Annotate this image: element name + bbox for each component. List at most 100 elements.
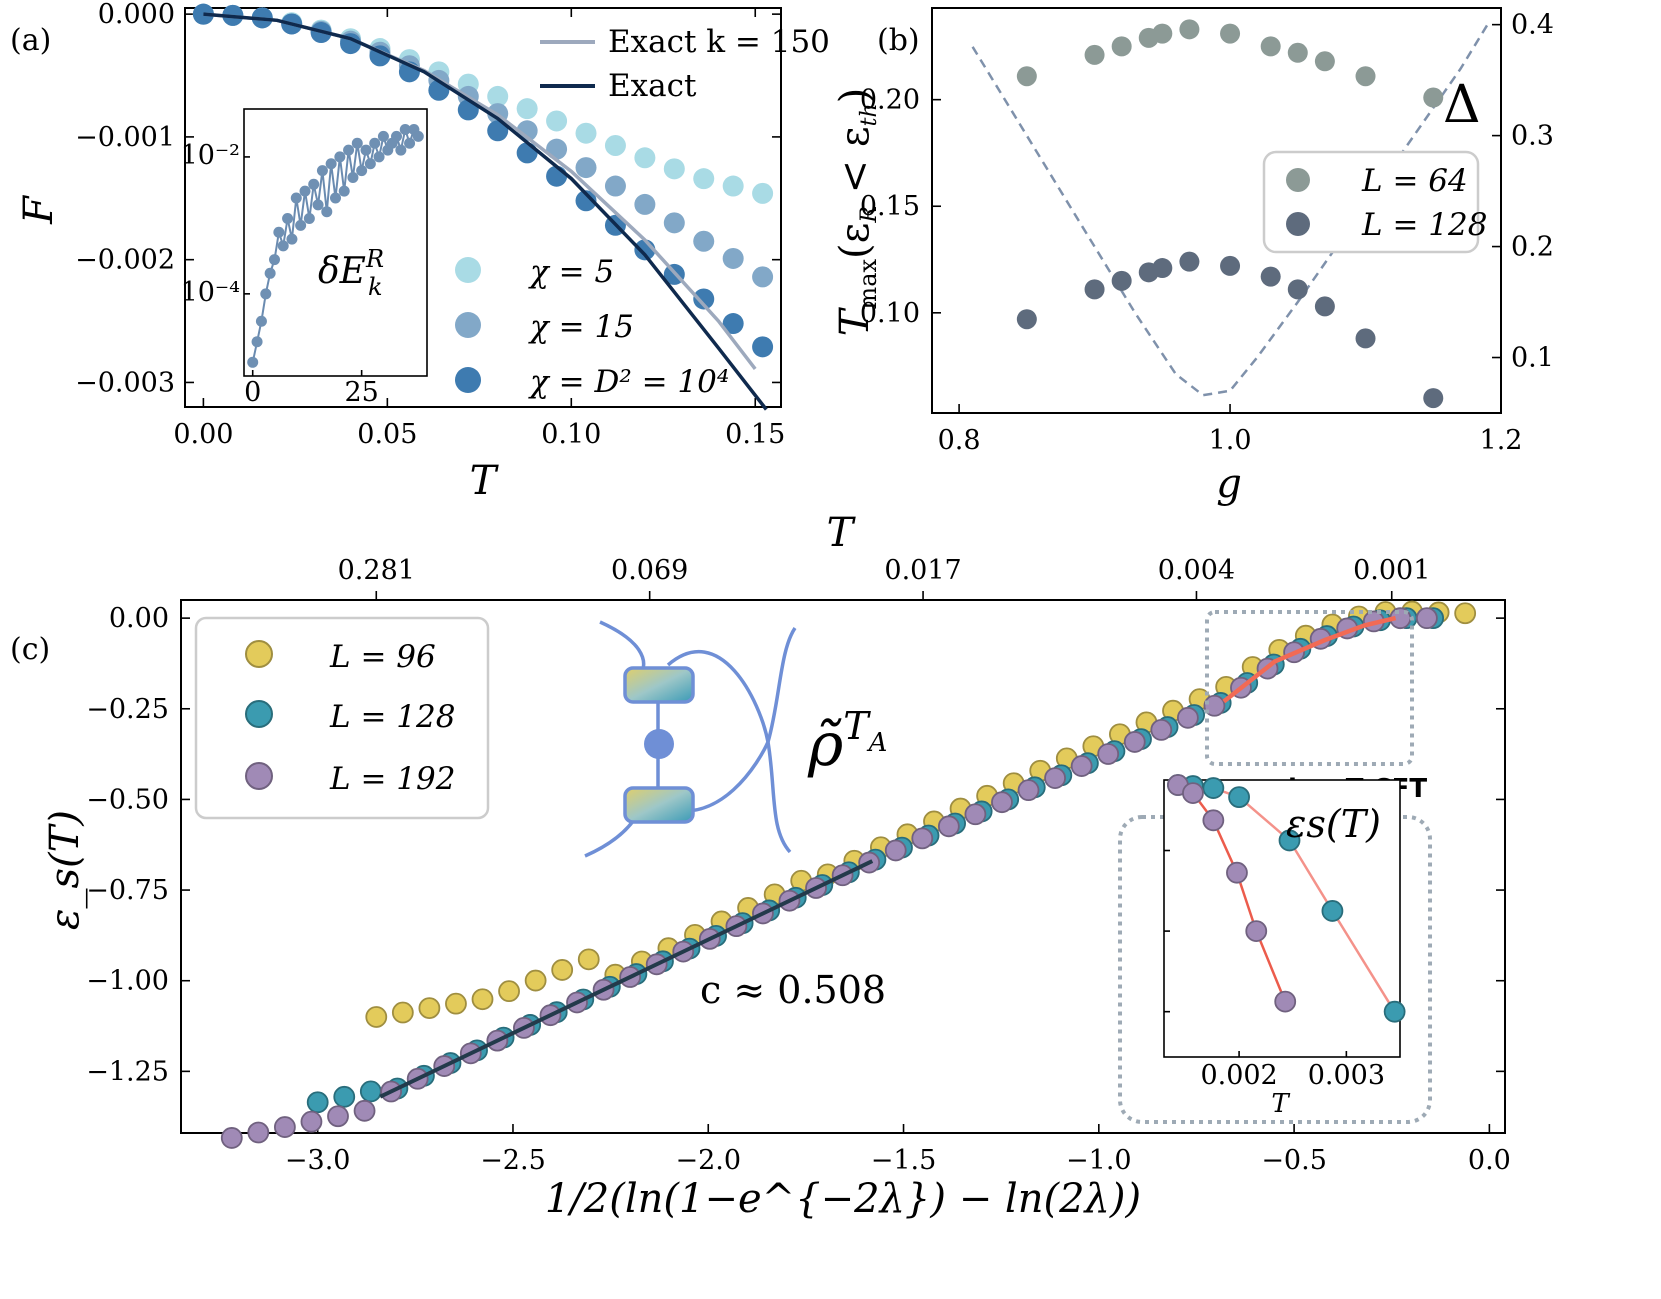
data-point-L = 128 [1220,255,1241,276]
legend-marker [455,257,481,283]
data-point-L = 96 [445,992,467,1015]
gap-label-delta: Δ [1443,75,1481,135]
y2-tick-label: 0.3 [1511,121,1554,152]
data-point-L = 192 [964,803,987,826]
data-point-L = 192 [300,1110,323,1133]
x-tick-label: −0.5 [1261,1145,1327,1176]
inset-data-point [247,356,259,368]
inset-x-axis-label: T [1271,1089,1290,1119]
data-point-L = 128 [1287,279,1308,300]
data-point-L = 192 [1070,755,1093,777]
inset-data-point [334,151,346,163]
data-point-χ = 5 [634,147,656,169]
data-point-L = 128 [1355,328,1376,349]
legend-marker [455,367,481,393]
diagram-leg [659,627,797,813]
y-axis-label: ε_s(T) [42,810,88,930]
x-axis-label: g [1216,461,1242,507]
y-tick-label: 0.00 [109,603,169,634]
data-point-L = 96 [391,1001,414,1024]
y-tick-label: −1.25 [86,1056,169,1087]
panel-a-free-energy-chart: 0.00 0.05 0.10 0.15 0.000 −0.001 −0.002 −0.003 T… [16,0,830,504]
y2-tick-label: 0.1 [1511,343,1554,374]
legend-label: L = 64 [1361,163,1468,199]
data-point-L = 128 [306,1091,329,1114]
x-axis-label: T [470,458,500,504]
data-point-L = 96 [418,997,441,1019]
legend-label: L = 192 [329,761,455,797]
inset-data-point [351,137,363,149]
inset-label: εs(T) [1286,802,1381,846]
inset-data-point [391,130,402,142]
data-point-L = 64 [1016,66,1037,87]
inset-y-tick-label: 10⁻² [181,140,240,171]
data-point-L = 64 [1423,87,1444,108]
data-point-L = 64 [1084,44,1105,65]
inset-data-point-L = 128 [1228,786,1250,809]
legend-box [1262,150,1480,254]
panel-c-frame [180,599,1506,1134]
data-point-L = 96 [471,988,494,1011]
data-point-L = 192 [1415,607,1438,630]
inset-frame [243,108,428,377]
legend-marker [245,700,273,728]
legend-marker [245,762,273,790]
data-point-L = 128 [1179,251,1200,272]
x-tick-label: −3.0 [285,1145,351,1176]
y-tick-label: −0.50 [86,784,169,815]
top-x-tick-label: 0.004 [1158,555,1235,586]
x-tick-label: −1.5 [871,1145,937,1176]
inset-data-point-L = 128 [1321,900,1344,922]
x-tick-label: −2.0 [675,1145,741,1176]
top-x-tick-label: 0.017 [884,555,961,586]
inset-data-point [373,151,385,163]
data-point-L = 128 [1111,270,1132,291]
legend-marker [1286,168,1310,192]
y2-tick-label: 0.4 [1511,10,1554,41]
inset-data-point [404,137,416,149]
data-point-L = 192 [247,1121,270,1144]
data-point-L = 64 [1220,23,1241,44]
panel-a-frame [184,7,782,408]
data-point-L = 192 [1176,706,1199,729]
inset-x-tick-label: 0 [244,377,261,408]
x-tick-label: 0.8 [938,425,981,456]
x-tick-label: 0.00 [173,419,233,450]
inset-data-point [364,158,376,170]
data-point-χ = 15 [663,212,685,234]
inset-data-point [277,240,289,252]
inset-data-point [343,144,355,156]
diagram-leg [666,649,792,854]
data-point-L = 128 [333,1085,356,1108]
inset-data-point [347,171,359,183]
fit-line [379,859,874,1099]
inset-data-point [273,226,285,238]
data-point-L = 192 [220,1127,243,1149]
inset-data-point [295,219,307,231]
data-point-L = 192 [327,1105,349,1128]
data-point-χ = 5 [752,182,774,204]
panel-c-entropy-chart: −3.0 −2.5 −2.0 −1.5 −1.0 −0.5 0.0 0.00 −0.25 −0.5… [42,510,1511,1222]
data-point-L = 96 [551,959,574,981]
inset-data-point-L = 192 [1245,920,1268,942]
inset-data-point [286,233,298,245]
legend-label: L = 128 [1361,207,1487,243]
top-x-tick-label: 0.001 [1353,555,1430,586]
data-point-L = 192 [1097,743,1120,765]
data-point-L = 192 [1150,718,1173,741]
data-point-L = 128 [1423,388,1444,409]
inset-data-point [325,158,337,170]
inset-data-point [290,192,302,204]
data-point-χ = 15 [693,230,715,252]
panel-b-tmax-chart: 0.8 1.0 1.2 0.20 0.15 0.10 0.4 0.3 0.2 0.1 g Tmax(ε… [832,7,1554,507]
data-point-L = 192 [273,1116,296,1138]
legend-marker [1286,212,1310,236]
data-point-χ = D² = 10⁴ [487,120,509,142]
data-point-L = 96 [1454,602,1477,625]
data-point-L = 128 [1152,258,1173,279]
legend-label: L = 96 [329,639,436,675]
inset-data-point [377,130,389,142]
data-point-χ = 15 [722,247,744,269]
legend-marker [455,312,481,338]
